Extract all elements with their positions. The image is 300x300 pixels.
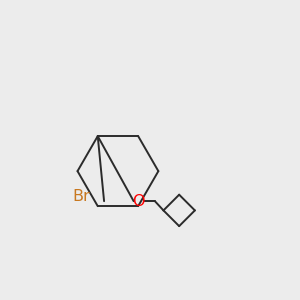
Text: O: O: [133, 194, 145, 209]
Text: Br: Br: [72, 189, 90, 204]
